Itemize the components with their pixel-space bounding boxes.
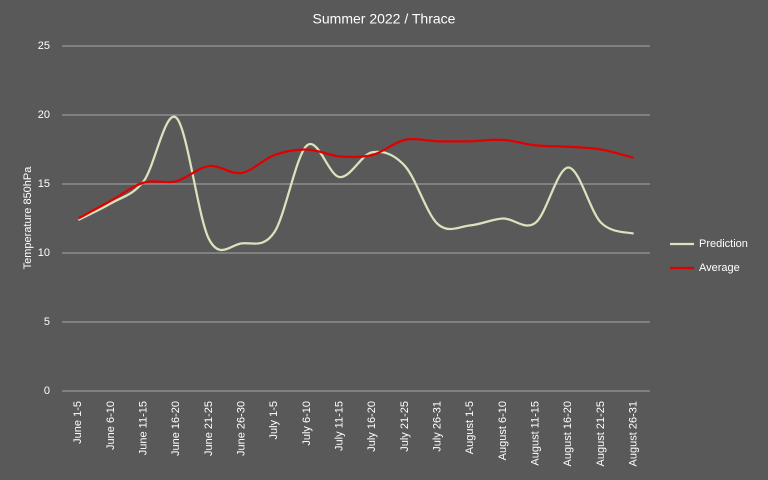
x-tick-label: August 1-5 (464, 401, 476, 454)
x-tick-label: August 6-10 (497, 401, 509, 460)
y-tick-label: 0 (44, 385, 50, 397)
x-tick-label: July 21-25 (399, 401, 411, 452)
y-tick-label: 10 (38, 247, 50, 259)
x-tick-label: July 11-15 (334, 401, 346, 451)
x-tick-label: July 26-31 (432, 401, 444, 452)
x-tick-label: June 16-20 (170, 401, 182, 456)
x-tick-label: August 16-20 (562, 401, 574, 466)
series-line (77, 137, 634, 220)
x-tick-label: July 1-5 (268, 401, 280, 440)
chart-title: Summer 2022 / Thrace (313, 11, 456, 27)
x-tick-label: August 21-25 (595, 401, 607, 466)
y-tick-label: 15 (38, 178, 50, 190)
x-tick-label: July 16-20 (366, 401, 378, 452)
x-tick-label: June 26-30 (236, 401, 248, 456)
y-tick-label: 5 (44, 316, 50, 328)
x-tick-label: June 1-5 (72, 401, 84, 444)
y-axis-title: Temperature 850hPa (22, 166, 34, 270)
x-tick-label: June 11-15 (138, 401, 150, 455)
legend-label: Prediction (699, 238, 748, 250)
x-tick-label: June 6-10 (105, 401, 117, 450)
legend-label: Average (699, 262, 740, 274)
x-tick-label: June 21-25 (203, 401, 215, 456)
x-tick-label: August 11-15 (530, 401, 542, 466)
y-tick-label: 25 (38, 40, 50, 52)
series-line (77, 115, 635, 252)
x-tick-label: July 6-10 (301, 401, 313, 446)
x-tick-label: August 26-31 (628, 401, 640, 466)
y-tick-label: 20 (38, 109, 50, 121)
